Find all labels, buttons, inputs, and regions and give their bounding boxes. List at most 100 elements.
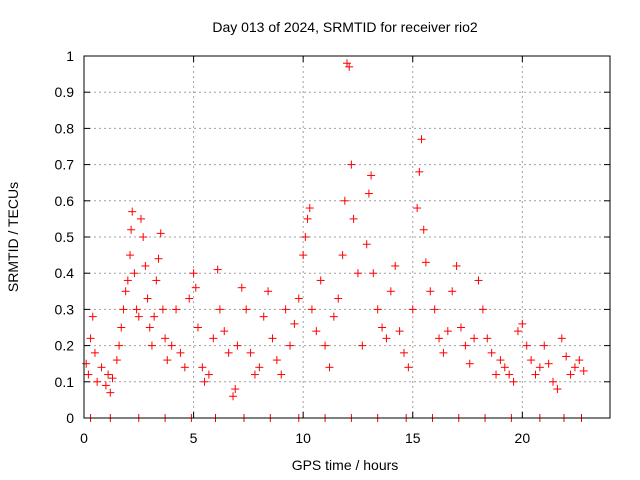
- data-point: [448, 287, 457, 296]
- data-point: [579, 366, 588, 375]
- data-point: [566, 370, 575, 379]
- data-point: [259, 312, 268, 321]
- data-point: [369, 269, 378, 278]
- data-point: [505, 370, 514, 379]
- data-point: [237, 283, 246, 292]
- data-point: [108, 374, 117, 383]
- data-point: [570, 363, 579, 372]
- data-point: [439, 348, 448, 357]
- data-point: [367, 171, 376, 180]
- data-point: [180, 363, 189, 372]
- y-tick-label: 0.7: [55, 157, 75, 173]
- data-point: [101, 381, 110, 390]
- data-point: [373, 305, 382, 314]
- data-point: [399, 348, 408, 357]
- data-point: [452, 261, 461, 270]
- data-point: [301, 233, 310, 241]
- data-point: [334, 294, 343, 303]
- data-point: [213, 265, 222, 274]
- chart-title: Day 013 of 2024, SRMTID for receiver rio…: [212, 19, 478, 35]
- data-point: [112, 356, 121, 365]
- grid-lines: [84, 56, 610, 418]
- data-point: [189, 269, 198, 278]
- data-point: [544, 359, 553, 368]
- y-tick-labels: 0 0.1 0.2 0.3 0.4 0.5 0.6 0.7 0.8 0.9 1: [55, 48, 75, 426]
- x-tick-label: 0: [80, 430, 88, 446]
- data-point: [154, 254, 163, 263]
- data-point: [141, 261, 150, 270]
- data-point: [461, 341, 470, 350]
- data-point: [513, 327, 522, 336]
- data-point: [465, 359, 474, 368]
- data-point: [575, 356, 584, 365]
- data-point: [209, 334, 218, 343]
- data-point: [281, 305, 290, 314]
- data-point: [82, 359, 91, 368]
- y-tick-label: 0.9: [55, 84, 75, 100]
- y-tick-label: 0.5: [55, 229, 75, 245]
- data-point: [540, 341, 549, 350]
- data-point: [487, 348, 496, 357]
- data-point: [204, 370, 213, 379]
- data-point: [185, 294, 194, 303]
- data-point: [426, 287, 435, 296]
- data-point: [93, 377, 102, 386]
- data-point: [127, 225, 136, 234]
- data-point: [158, 305, 167, 314]
- data-point: [347, 160, 356, 169]
- data-point: [474, 276, 483, 285]
- data-point: [413, 204, 422, 213]
- data-point: [132, 305, 141, 314]
- data-point: [200, 377, 209, 386]
- data-point: [415, 167, 424, 176]
- data-point: [119, 305, 128, 314]
- data-point: [97, 363, 106, 372]
- x-tick-labels: 0 5 10 15 20: [80, 430, 530, 446]
- data-point: [316, 276, 325, 285]
- data-point: [535, 363, 544, 372]
- data-point: [246, 348, 255, 357]
- data-point: [500, 363, 509, 372]
- data-point: [443, 327, 452, 336]
- data-point: [531, 370, 540, 379]
- data-point: [421, 258, 430, 267]
- data-point: [290, 319, 299, 328]
- data-point: [139, 233, 148, 241]
- x-tick-label: 5: [190, 430, 198, 446]
- data-point: [303, 214, 312, 223]
- data-point: [90, 348, 99, 357]
- data-point: [86, 334, 95, 343]
- data-point: [305, 204, 314, 213]
- data-point: [147, 341, 156, 350]
- y-tick-label: 0.4: [55, 265, 75, 281]
- data-point: [435, 334, 444, 343]
- data-point: [242, 305, 251, 314]
- data-point: [478, 305, 487, 314]
- data-point: [470, 334, 479, 343]
- data-point: [134, 312, 143, 321]
- data-point: [286, 341, 295, 350]
- y-tick-label: 0: [66, 410, 74, 426]
- data-point: [509, 377, 518, 386]
- data-point: [145, 323, 154, 332]
- plot-frame: [83, 55, 611, 419]
- data-point: [353, 269, 362, 278]
- data-point: [391, 261, 400, 270]
- data-point: [117, 323, 126, 332]
- data-point: [161, 334, 170, 343]
- data-point: [343, 59, 351, 68]
- data-point: [136, 214, 145, 223]
- y-tick-label: 0.3: [55, 301, 75, 317]
- data-point: [496, 356, 505, 365]
- data-point: [340, 196, 349, 205]
- data-point: [193, 323, 202, 332]
- data-point: [128, 207, 137, 216]
- data-point: [231, 385, 240, 394]
- data-point: [549, 377, 558, 386]
- data-point: [233, 341, 242, 350]
- data-point: [483, 334, 492, 343]
- y-tick-label: 0.1: [55, 374, 75, 390]
- data-point: [338, 251, 347, 260]
- data-point: [104, 370, 113, 379]
- x-tick-label: 15: [405, 430, 421, 446]
